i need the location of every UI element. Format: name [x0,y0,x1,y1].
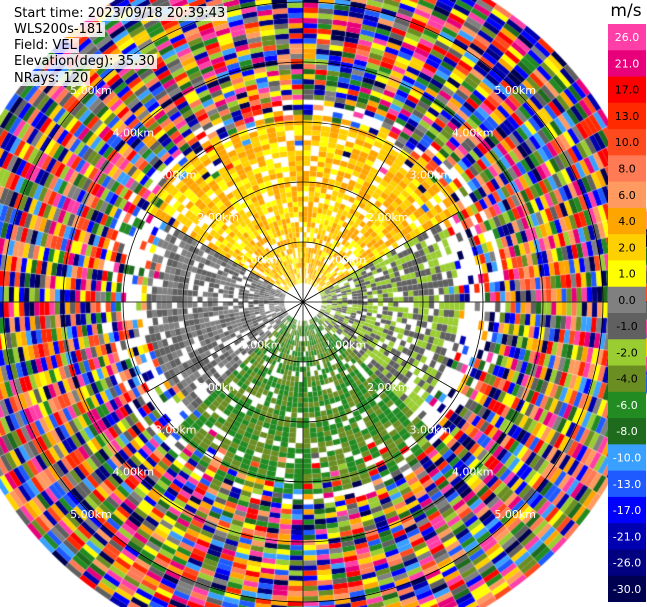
range-label: 3.00km [409,423,451,436]
colorbar-tick-label: -8.0 [616,425,637,438]
colorbar-tick-label: -21.0 [613,530,641,543]
colorbar-swatch [608,155,646,183]
colorbar-title: m/s [610,1,642,21]
colorbar-swatch [608,549,646,577]
azimuth-spoke [302,145,394,303]
colorbar-swatch [608,207,646,235]
range-label: 1.00km [240,254,282,267]
range-label: 3.00km [155,169,197,182]
instrument-label: WLS200s-181 [12,22,106,37]
colorbar-swatch [608,102,646,130]
colorbar-swatch [608,129,646,156]
range-label: 3.00km [155,423,197,436]
colorbar-swatch [608,24,646,51]
range-label: 3.00km [409,169,451,182]
colorbar-swatch [608,365,646,393]
azimuth-spoke [302,301,460,393]
range-label: 5.00km [494,84,536,97]
azimuth-spoke [212,145,304,303]
colorbar-tick-label: -2.0 [616,346,637,359]
colorbar-tick-label: 8.0 [618,163,636,176]
colorbar-tick-label: -26.0 [613,557,641,570]
range-label: 5.00km [494,508,536,521]
colorbar-tick-label: 0.0 [618,294,636,307]
colorbar-tick-label: -4.0 [616,373,637,386]
azimuth-spoke [212,301,304,459]
colorbar-tick-label: -30.0 [613,583,641,596]
azimuth-spoke [302,301,394,459]
colorbar-swatch [608,234,646,261]
colorbar-swatch [608,76,646,104]
range-label: 2.00km [197,211,239,224]
colorbar-tick-label: 26.0 [615,31,640,44]
range-label: 4.00km [113,126,155,139]
range-label: 2.00km [367,381,409,394]
colorbar-tick-label: -10.0 [613,452,641,465]
colorbar-tick-label: 10.0 [615,136,640,149]
range-label: 4.00km [452,466,494,479]
colorbar-tick-label: -17.0 [613,504,641,517]
colorbar-swatch [608,391,646,419]
range-label: 2.00km [197,381,239,394]
colorbar-swatch [608,339,646,367]
colorbar-swatch [608,523,646,550]
azimuth-spoke [146,301,304,393]
range-label: 5.00km [70,84,112,97]
range-label: 4.00km [113,466,155,479]
field-label: Field: VEL [12,38,79,53]
nrays-label: NRays: 120 [12,71,91,86]
colorbar-tick-label: 1.0 [618,268,636,281]
range-label: 2.00km [367,211,409,224]
range-label: 1.00km [240,338,282,351]
colorbar-tick-label: 17.0 [615,84,640,97]
range-label: 1.00km [325,254,367,267]
colorbar-swatch [608,418,646,445]
colorbar-swatch [608,313,646,340]
elevation-label: Elevation(deg): 35.30 [12,54,157,69]
start-time-label: Start time: 2023/09/18 20:39:43 [12,6,228,21]
azimuth-spoke [146,211,304,303]
colorbar-tick-label: -1.0 [616,320,637,333]
colorbar-tick-label: 13.0 [615,110,640,123]
colorbar: 26.0 21.0 17.0 13.0 10.0 8.0 6.0 4.0 2.0 1.0 0.0 -1… [608,24,646,602]
colorbar-swatch [608,286,646,314]
range-label: 5.00km [70,508,112,521]
colorbar-swatch [608,575,646,602]
colorbar-tick-label: 4.0 [618,215,636,228]
colorbar-tick-label: -6.0 [616,399,637,412]
colorbar-swatch [608,50,646,78]
colorbar-tick-label: 2.0 [618,241,636,254]
range-label: 4.00km [452,126,494,139]
colorbar-tick-label: -13.0 [613,478,641,491]
colorbar-swatch [608,260,646,288]
colorbar-swatch [608,444,646,472]
colorbar-swatch [608,496,646,524]
colorbar-tick-label: 6.0 [618,189,636,202]
azimuth-spoke [302,211,460,303]
colorbar-swatch [608,470,646,498]
range-label: 1.00km [325,338,367,351]
colorbar-tick-label: 21.0 [615,57,640,70]
colorbar-swatch [608,181,646,209]
